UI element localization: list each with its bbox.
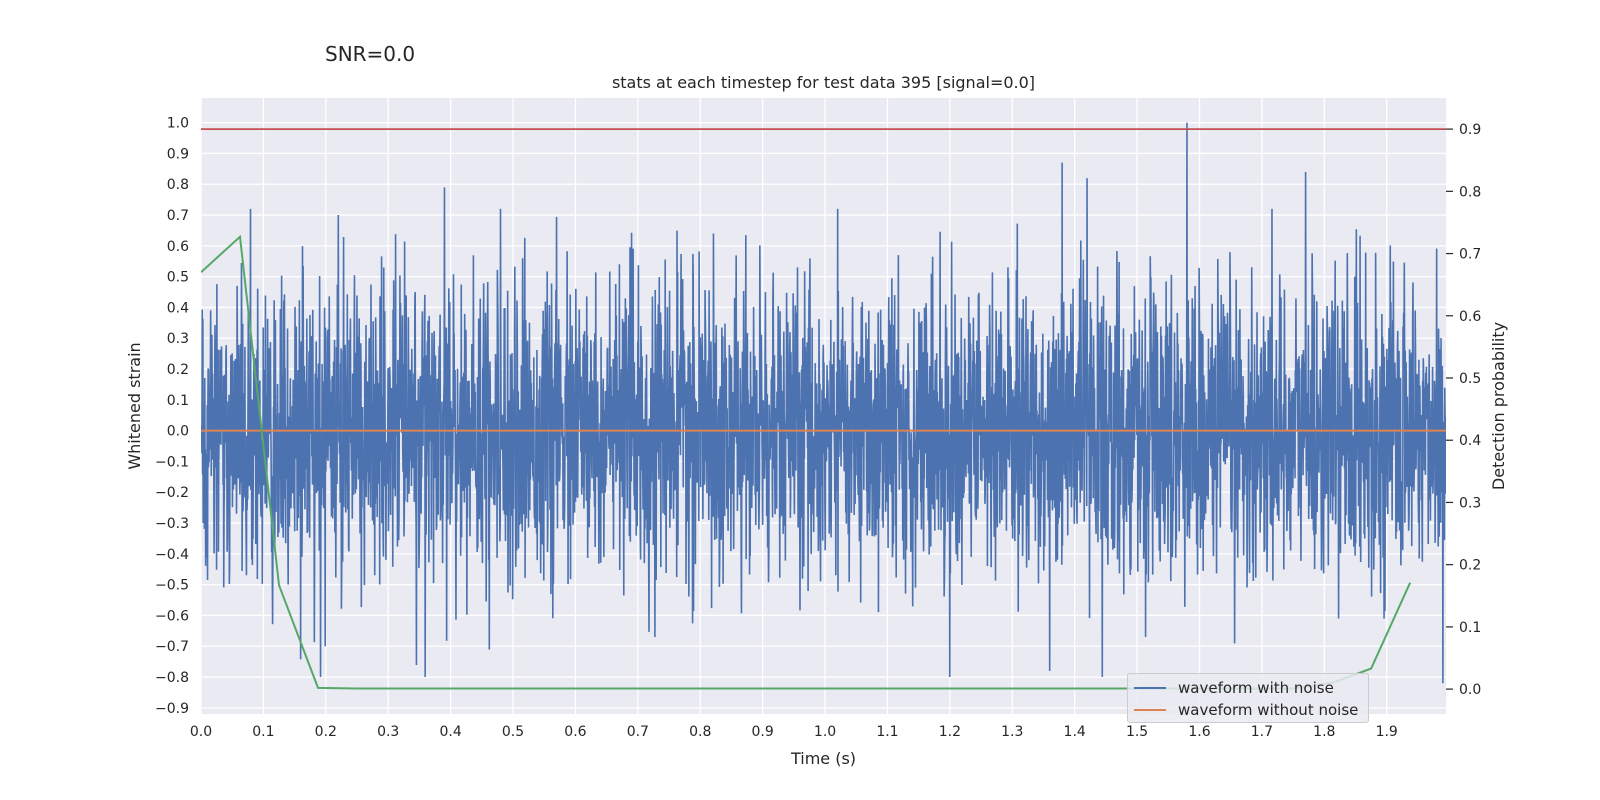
left-tick-label: −0.5 <box>155 578 189 594</box>
legend-item-waveform-with-noise: waveform with noise <box>1134 677 1334 699</box>
left-tick-label: 0.7 <box>167 208 189 224</box>
right-tick-label: 0.7 <box>1459 247 1481 263</box>
left-tick-label: 0.1 <box>167 393 189 409</box>
left-tick-label: 0.9 <box>167 146 189 162</box>
right-tick-label: 0.5 <box>1459 371 1481 387</box>
legend-swatch-blue <box>1134 687 1166 689</box>
left-tick-label: −0.8 <box>155 670 189 686</box>
left-axis-label: Whitened strain <box>125 342 144 469</box>
x-tick-label: 1.0 <box>814 724 836 740</box>
x-tick-label: 1.3 <box>1001 724 1023 740</box>
left-tick-label: 0.8 <box>167 177 189 193</box>
x-tick-label: 0.0 <box>190 724 212 740</box>
right-tick-label: 0.6 <box>1459 309 1481 325</box>
chart-title: stats at each timestep for test data 395… <box>612 73 1035 92</box>
left-tick-label: −0.2 <box>155 485 189 501</box>
right-tick-label: 0.9 <box>1459 122 1481 138</box>
left-tick-label: 0.2 <box>167 362 189 378</box>
x-tick-label: 0.2 <box>315 724 337 740</box>
series-waveform-with-noise <box>201 122 1446 684</box>
right-tick-label: 0.3 <box>1459 495 1481 511</box>
x-axis-ticks: 0.0 0.1 0.2 0.3 0.4 0.5 0.6 0.7 0.8 0.9 1.0 1.1 1.2 1… <box>190 724 1398 740</box>
right-axis-ticks: 0.9 0.8 0.7 0.6 0.5 0.4 0.3 0.2 0.1 0.0 <box>1446 122 1481 698</box>
right-axis-label: Detection probability <box>1489 322 1508 490</box>
legend: waveform with noise waveform without noi… <box>1127 673 1369 723</box>
x-tick-label: 0.3 <box>377 724 399 740</box>
left-tick-label: −0.9 <box>155 701 189 717</box>
series-layer <box>201 122 1446 690</box>
x-tick-label: 1.6 <box>1188 724 1210 740</box>
left-tick-label: 0.5 <box>167 270 189 286</box>
left-tick-label: 0.6 <box>167 239 189 255</box>
right-tick-label: 0.4 <box>1459 433 1481 449</box>
legend-label: waveform with noise <box>1178 679 1334 697</box>
right-tick-label: 0.8 <box>1459 184 1481 200</box>
x-tick-label: 0.1 <box>252 724 274 740</box>
x-tick-label: 1.9 <box>1376 724 1398 740</box>
left-tick-label: −0.3 <box>155 516 189 532</box>
x-tick-label: 0.4 <box>439 724 461 740</box>
left-tick-label: −0.1 <box>155 454 189 470</box>
x-tick-label: 1.5 <box>1126 724 1148 740</box>
legend-label: waveform without noise <box>1178 701 1359 719</box>
series-group <box>201 122 1446 690</box>
left-tick-label: 0.4 <box>167 300 189 316</box>
x-tick-label: 0.5 <box>502 724 524 740</box>
x-tick-label: 1.8 <box>1313 724 1335 740</box>
x-tick-label: 0.6 <box>564 724 586 740</box>
left-tick-label: −0.4 <box>155 547 189 563</box>
x-axis-label: Time (s) <box>790 749 856 768</box>
x-tick-label: 1.1 <box>876 724 898 740</box>
x-tick-label: 0.8 <box>689 724 711 740</box>
left-tick-label: −0.6 <box>155 608 189 624</box>
left-tick-label: −0.7 <box>155 639 189 655</box>
left-axis-ticks: 1.0 0.9 0.8 0.7 0.6 0.5 0.4 0.3 0.2 0.1 0.0 −0.1 −0.… <box>155 116 189 717</box>
right-tick-label: 0.2 <box>1459 558 1481 574</box>
left-tick-label: 0.3 <box>167 331 189 347</box>
x-tick-label: 1.2 <box>939 724 961 740</box>
x-tick-label: 1.4 <box>1064 724 1086 740</box>
right-tick-label: 0.1 <box>1459 620 1481 636</box>
legend-swatch-orange <box>1134 709 1166 711</box>
left-tick-label: 1.0 <box>167 116 189 132</box>
x-tick-label: 0.7 <box>627 724 649 740</box>
figure-suptitle: SNR=0.0 <box>325 42 416 66</box>
x-tick-label: 0.9 <box>752 724 774 740</box>
right-tick-label: 0.0 <box>1459 682 1481 698</box>
x-tick-label: 1.7 <box>1251 724 1273 740</box>
legend-item-waveform-without-noise: waveform without noise <box>1134 699 1358 721</box>
left-tick-label: 0.0 <box>167 424 189 440</box>
